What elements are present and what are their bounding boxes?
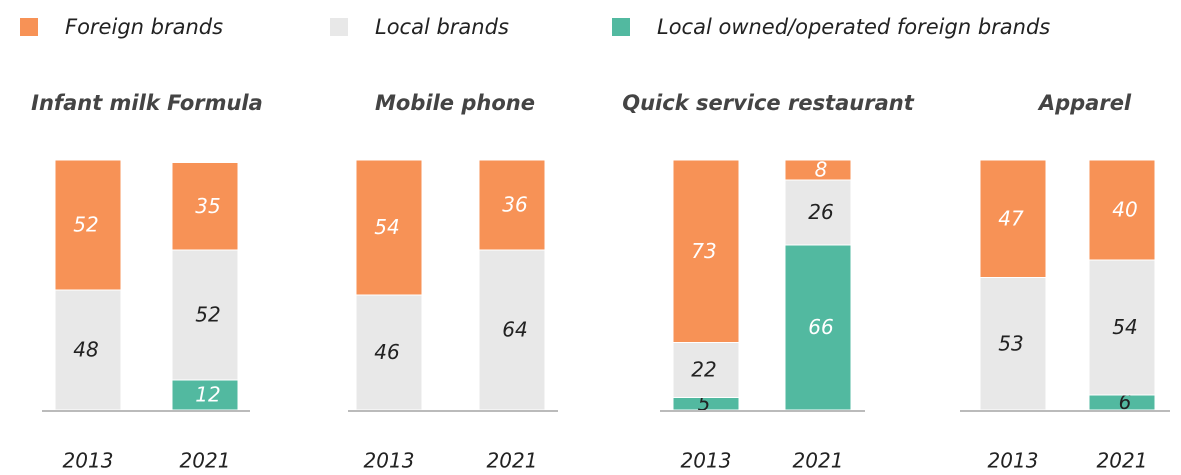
legend-swatch	[612, 18, 630, 36]
bar-segment	[784, 159, 852, 181]
data-label: 12	[195, 383, 220, 407]
panel-title: Mobile phone	[375, 91, 535, 115]
panel-title: Apparel	[1037, 91, 1132, 115]
bar-segment	[171, 249, 239, 381]
legend-label: Local brands	[375, 15, 509, 39]
bar-segment	[355, 294, 423, 411]
x-tick-label: 2013	[364, 449, 415, 473]
data-label: 52	[195, 303, 220, 327]
panel-title: Infant milk Formula	[31, 91, 263, 115]
data-label: 66	[808, 315, 833, 339]
data-label: 54	[1112, 315, 1137, 339]
data-label: 46	[374, 340, 399, 364]
bar-segment	[54, 289, 122, 411]
data-label: 36	[502, 193, 527, 217]
bar-segment	[478, 249, 546, 411]
x-tick-label: 2021	[180, 449, 231, 473]
bar-segment	[979, 159, 1047, 278]
data-label: 48	[73, 338, 98, 362]
data-label: 47	[998, 206, 1024, 230]
data-label: 8	[815, 158, 828, 182]
bar-segment	[478, 159, 546, 251]
bar-segment	[979, 277, 1047, 411]
legend-swatch	[330, 18, 348, 36]
bar-segment	[784, 244, 852, 411]
legend-label: Local owned/operated foreign brands	[657, 15, 1050, 39]
data-label: 6	[1119, 390, 1132, 414]
bar-segment	[1088, 159, 1156, 261]
bar-segment	[1088, 259, 1156, 396]
data-label: 40	[1112, 198, 1137, 222]
x-tick-label: 2013	[681, 449, 732, 473]
bar-segment	[54, 159, 122, 291]
x-tick-label: 2021	[1097, 449, 1148, 473]
data-label: 73	[691, 239, 716, 263]
legend-label: Foreign brands	[65, 15, 223, 39]
x-tick-label: 2013	[988, 449, 1039, 473]
legend-swatch	[20, 18, 38, 36]
data-label: 54	[374, 215, 399, 239]
bar-segment	[672, 159, 740, 343]
bar-segment	[171, 162, 239, 251]
panel-title: Quick service restaurant	[622, 91, 914, 115]
data-label: 52	[73, 213, 98, 237]
x-tick-label: 2013	[63, 449, 114, 473]
data-label: 64	[502, 318, 527, 342]
x-tick-label: 2021	[793, 449, 844, 473]
data-label: 26	[808, 200, 833, 224]
bar-segment	[784, 179, 852, 246]
bar-segment	[355, 159, 423, 296]
x-tick-label: 2021	[487, 449, 538, 473]
data-label: 35	[195, 194, 220, 218]
bar-segment	[672, 342, 740, 398]
data-label: 53	[998, 331, 1023, 355]
data-label: 22	[691, 358, 716, 382]
